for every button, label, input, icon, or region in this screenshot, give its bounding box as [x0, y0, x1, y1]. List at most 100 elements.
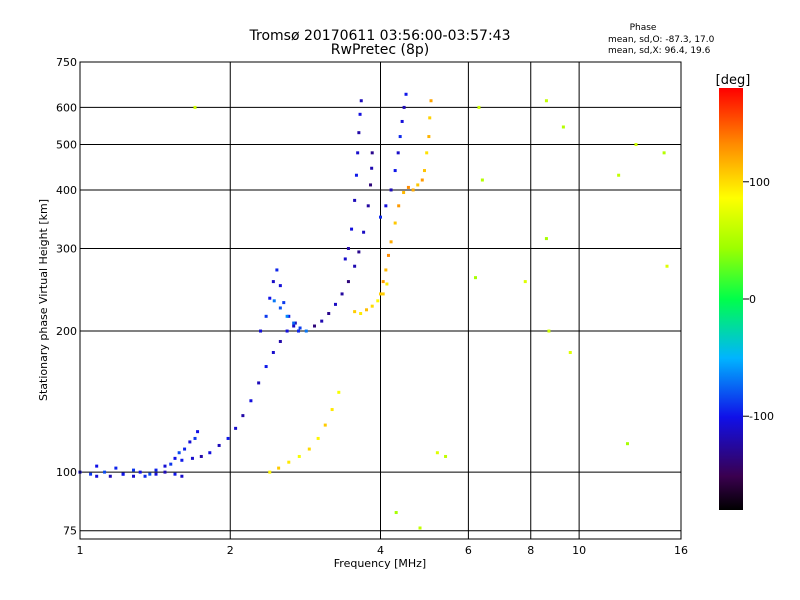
data-point [346, 280, 350, 284]
trace [259, 268, 300, 333]
data-point [177, 451, 181, 455]
data-point [353, 310, 357, 314]
data-point [340, 292, 344, 296]
data-point [357, 131, 361, 135]
data-point [337, 390, 341, 394]
colorbar-tick-label: 0 [749, 293, 756, 306]
trace [379, 92, 408, 219]
data-point [297, 454, 301, 458]
data-point [148, 472, 152, 476]
phase-box-x-stats: mean, sd,X: 96.4, 19.6 [608, 46, 711, 56]
data-point [180, 474, 184, 478]
data-point [376, 299, 380, 303]
trace [422, 99, 433, 173]
data-point [411, 188, 415, 192]
y-axis-label: Stationary phase Virtual Height [km] [37, 199, 50, 401]
data-point [393, 169, 397, 173]
data-point [95, 474, 99, 478]
trace [379, 178, 424, 296]
data-point [272, 299, 276, 303]
data-point [234, 426, 238, 430]
data-point [523, 280, 527, 284]
data-point [183, 447, 187, 451]
data-point [353, 198, 357, 202]
data-point [89, 472, 93, 476]
data-point [323, 423, 327, 427]
data-point [397, 204, 401, 208]
x-tick-label: 2 [227, 544, 234, 557]
data-point [277, 466, 281, 470]
y-tick-label: 400 [56, 184, 77, 197]
data-point [354, 173, 358, 177]
data-point [180, 458, 184, 462]
data-point [330, 408, 334, 412]
data-point [365, 308, 369, 312]
data-point [561, 125, 565, 129]
data-point [444, 454, 448, 458]
phase-box-o-stats: mean, sd,O: -87.3, 17.0 [608, 35, 715, 45]
data-point [333, 302, 337, 306]
data-point [103, 470, 107, 474]
data-point [350, 227, 354, 231]
colorbar-label: [deg] [716, 73, 751, 88]
data-point [369, 183, 373, 187]
data-point [386, 253, 390, 257]
data-point [343, 257, 347, 261]
data-point [358, 112, 362, 116]
data-point [320, 319, 324, 323]
data-point [163, 470, 167, 474]
data-point [268, 296, 272, 300]
data-point [385, 282, 389, 286]
y-tick-label: 100 [56, 466, 77, 479]
data-point [173, 456, 177, 460]
data-point [278, 339, 282, 343]
y-tick-label: 600 [56, 101, 77, 114]
data-point [428, 116, 432, 120]
data-point [163, 464, 167, 468]
data-point [544, 99, 548, 103]
data-point [241, 414, 245, 418]
data-point [362, 230, 366, 234]
y-tick-label: 750 [56, 56, 77, 69]
data-point [114, 466, 118, 470]
data-point [662, 151, 666, 155]
data-point [480, 178, 484, 182]
data-point [381, 292, 385, 296]
data-point [357, 250, 361, 254]
phase-box-title: Phase [630, 23, 657, 33]
trace [268, 390, 341, 474]
data-point [316, 436, 320, 440]
data-point [199, 454, 203, 458]
data-point [292, 321, 296, 325]
data-point [429, 99, 433, 103]
trace [343, 99, 363, 261]
data-point [384, 204, 388, 208]
data-point [173, 472, 177, 476]
data-point [132, 468, 136, 472]
data-point [278, 284, 282, 288]
data-point [366, 204, 370, 208]
trace [78, 430, 200, 476]
x-tick-label: 16 [674, 544, 688, 557]
data-point [226, 436, 230, 440]
x-tick-label: 8 [527, 544, 534, 557]
data-point [249, 399, 253, 403]
data-point [259, 329, 263, 333]
data-point [287, 460, 291, 464]
data-point [193, 436, 197, 440]
data-point [370, 166, 374, 170]
data-point [132, 474, 136, 478]
data-point [296, 329, 300, 333]
data-point [381, 280, 385, 284]
data-point [95, 464, 99, 468]
data-point [370, 151, 374, 155]
x-axis-label: Frequency [MHz] [334, 557, 426, 570]
data-point [271, 350, 275, 354]
data-point [217, 443, 221, 447]
data-point [138, 470, 142, 474]
data-point [617, 173, 621, 177]
trace [180, 321, 297, 462]
chart-title: Tromsø 20170611 03:56:00-03:57:43 [249, 28, 511, 44]
data-point [544, 237, 548, 241]
x-tick-label: 6 [465, 544, 472, 557]
